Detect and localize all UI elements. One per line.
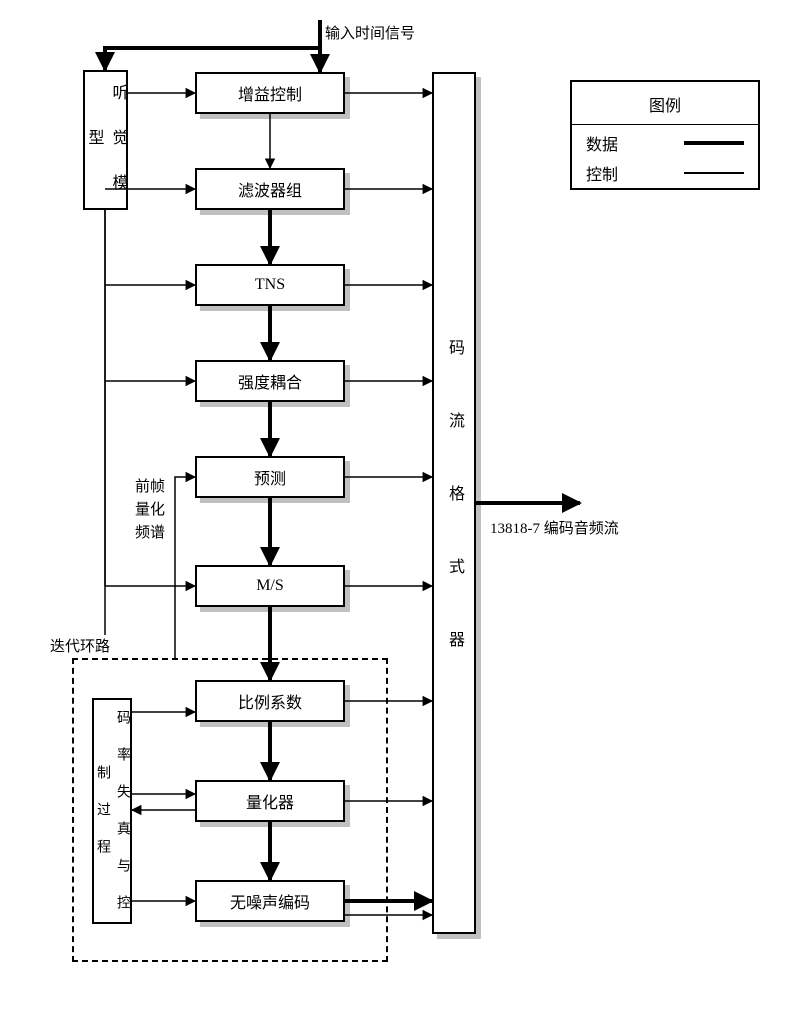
node-label: M/S bbox=[256, 577, 284, 595]
node-label: 量化器 bbox=[246, 789, 294, 813]
node-label: 强度耦合 bbox=[238, 369, 302, 393]
node-label: 无噪声编码 bbox=[230, 889, 310, 913]
legend-row-control: 控制 bbox=[586, 161, 744, 185]
node-label: 听 觉 模 型 bbox=[82, 72, 130, 208]
node-prediction: 预测 bbox=[195, 456, 345, 498]
legend-row-data: 数据 bbox=[586, 131, 744, 155]
flowchart: 听 觉 模 型 增益控制 滤波器组 TNS 强度耦合 预测 M/S 比例系数 量… bbox=[20, 20, 780, 1007]
node-rate-distort: 码 率 失 真 与 控 制 过 程 bbox=[92, 698, 132, 924]
node-label: 滤波器组 bbox=[238, 177, 302, 201]
loop-label: 迭代环路 bbox=[50, 635, 110, 656]
node-quantizer: 量化器 bbox=[195, 780, 345, 822]
node-auditory-model: 听 觉 模 型 bbox=[83, 70, 128, 210]
node-label: 比例系数 bbox=[238, 689, 302, 713]
node-label: 预测 bbox=[254, 465, 286, 489]
output-label: 13818-7 编码音频流 bbox=[490, 517, 619, 538]
legend: 图例 数据 控制 bbox=[570, 80, 760, 190]
legend-control-label: 控制 bbox=[586, 161, 618, 185]
thin-line-icon bbox=[684, 172, 744, 174]
node-label: 码 率 失 真 与 控 制 过 程 bbox=[92, 700, 132, 922]
side-label: 量化 bbox=[135, 498, 165, 519]
node-label: 码 流 格 式 器 bbox=[442, 339, 466, 667]
node-label: 增益控制 bbox=[238, 81, 302, 105]
node-scale-factor: 比例系数 bbox=[195, 680, 345, 722]
side-label: 前帧 bbox=[135, 475, 165, 496]
node-label: TNS bbox=[255, 276, 285, 294]
input-label: 输入时间信号 bbox=[325, 22, 415, 43]
node-filter-bank: 滤波器组 bbox=[195, 168, 345, 210]
side-label: 频谱 bbox=[135, 521, 165, 542]
node-noiseless: 无噪声编码 bbox=[195, 880, 345, 922]
node-gain-control: 增益控制 bbox=[195, 72, 345, 114]
node-ms: M/S bbox=[195, 565, 345, 607]
legend-title: 图例 bbox=[586, 92, 744, 116]
node-formatter: 码 流 格 式 器 bbox=[432, 72, 476, 934]
legend-data-label: 数据 bbox=[586, 131, 618, 155]
node-tns: TNS bbox=[195, 264, 345, 306]
node-intensity: 强度耦合 bbox=[195, 360, 345, 402]
thick-line-icon bbox=[684, 141, 744, 145]
